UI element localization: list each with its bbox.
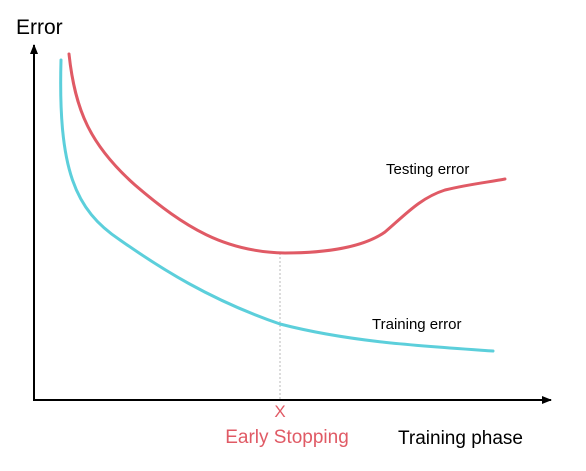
early-stopping-marker: X (274, 402, 285, 421)
testing-error-curve (67, 52, 507, 255)
training-error-label: Training error (372, 316, 461, 333)
y-axis-label: Error (16, 16, 63, 39)
training-error-curve (59, 58, 495, 353)
testing-error-label: Testing error (386, 161, 469, 178)
x-axis-label: Training phase (398, 428, 523, 449)
early-stopping-label: Early Stopping (225, 427, 349, 448)
